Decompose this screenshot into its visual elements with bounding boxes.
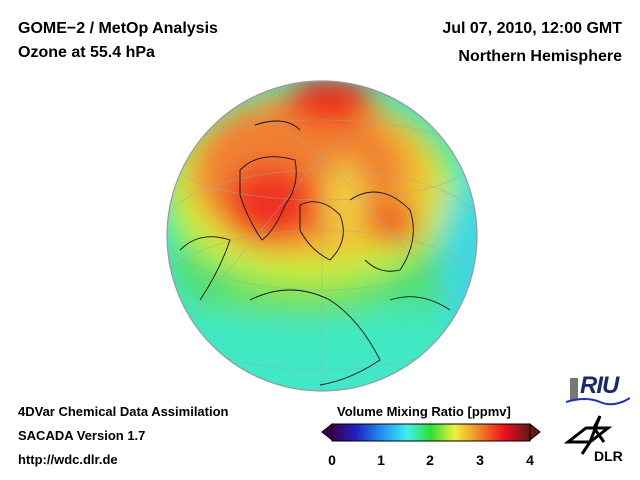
colorbar-tick-0: 0 bbox=[328, 452, 336, 468]
footer-url[interactable]: http://wdc.dlr.de bbox=[18, 452, 118, 467]
graticule bbox=[167, 99, 477, 391]
colorbar-tick-4: 4 bbox=[526, 452, 534, 468]
region-label: Northern Hemisphere bbox=[458, 48, 622, 65]
title-line1: GOME−2 / MetOp Analysis bbox=[18, 20, 218, 37]
date-label: Jul 07, 2010, 12:00 GMT bbox=[442, 20, 622, 37]
ozone-field bbox=[167, 81, 477, 391]
colorbar-gradient bbox=[331, 423, 531, 442]
cathedral-icon bbox=[570, 378, 578, 400]
title-line2: Ozone at 55.4 hPa bbox=[18, 44, 155, 61]
riu-logo-text: RIU bbox=[580, 372, 619, 399]
colorbar-title: Volume Mixing Ratio [ppmv] bbox=[337, 404, 511, 419]
footer-line2: SACADA Version 1.7 bbox=[18, 428, 146, 443]
colorbar-min-arrow bbox=[321, 422, 333, 442]
colorbar-tick-2: 2 bbox=[426, 452, 434, 468]
footer-line1: 4DVar Chemical Data Assimilation bbox=[18, 404, 229, 419]
coastlines bbox=[179, 120, 451, 386]
colorbar-tick-3: 3 bbox=[476, 452, 484, 468]
dlr-emblem-icon bbox=[563, 415, 613, 455]
riu-logo: RIU bbox=[566, 372, 630, 406]
colorbar bbox=[321, 422, 541, 442]
colorbar-tick-1: 1 bbox=[377, 452, 385, 468]
colorbar-max-arrow bbox=[529, 422, 541, 442]
dlr-logo-text: DLR bbox=[594, 448, 623, 464]
dlr-logo: DLR bbox=[563, 414, 634, 474]
